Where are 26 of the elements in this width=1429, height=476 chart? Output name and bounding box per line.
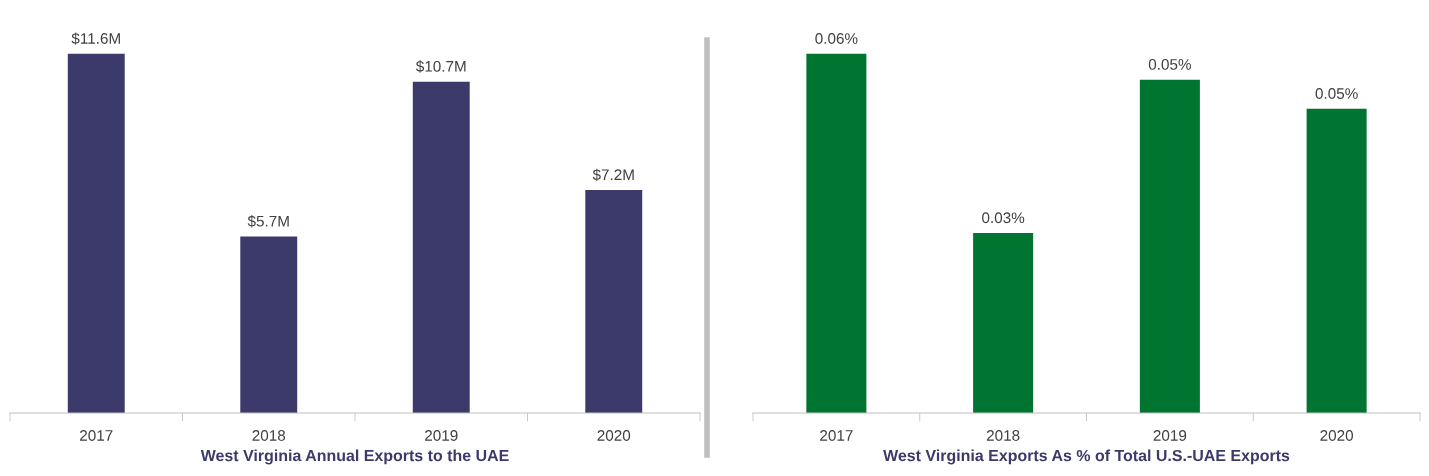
x-tick-label: 2018	[986, 430, 1020, 441]
bar	[1306, 108, 1367, 413]
x-tick-label: 2018	[252, 430, 286, 441]
bar	[67, 53, 125, 413]
x-tick-label: 2019	[425, 430, 458, 441]
bar	[240, 236, 298, 413]
x-tick-label: 2017	[820, 430, 853, 441]
data-label: 0.05%	[1315, 88, 1358, 99]
bar	[806, 53, 867, 413]
data-label: 0.06%	[815, 33, 858, 44]
data-label: 0.03%	[982, 212, 1025, 224]
data-label: $5.7M	[247, 215, 289, 228]
bar	[973, 233, 1034, 413]
bar	[412, 81, 470, 413]
data-label: $10.7M	[415, 60, 466, 73]
x-tick-label: 2020	[1320, 430, 1354, 441]
x-tick-label: 2019	[1153, 430, 1187, 441]
data-label: $11.6M	[71, 32, 120, 45]
bar	[1139, 79, 1200, 413]
x-axis-title: West Virginia Exports As % of Total U.S.-UAE Exports	[883, 449, 1290, 465]
x-tick-label: 2020	[597, 430, 631, 441]
bar	[585, 190, 643, 413]
data-label: 0.05%	[1148, 58, 1191, 70]
data-label: $7.2M	[592, 168, 634, 182]
x-axis-title: West Virginia Annual Exports to the UAE	[200, 449, 509, 465]
x-tick-label: 2017	[80, 430, 113, 441]
